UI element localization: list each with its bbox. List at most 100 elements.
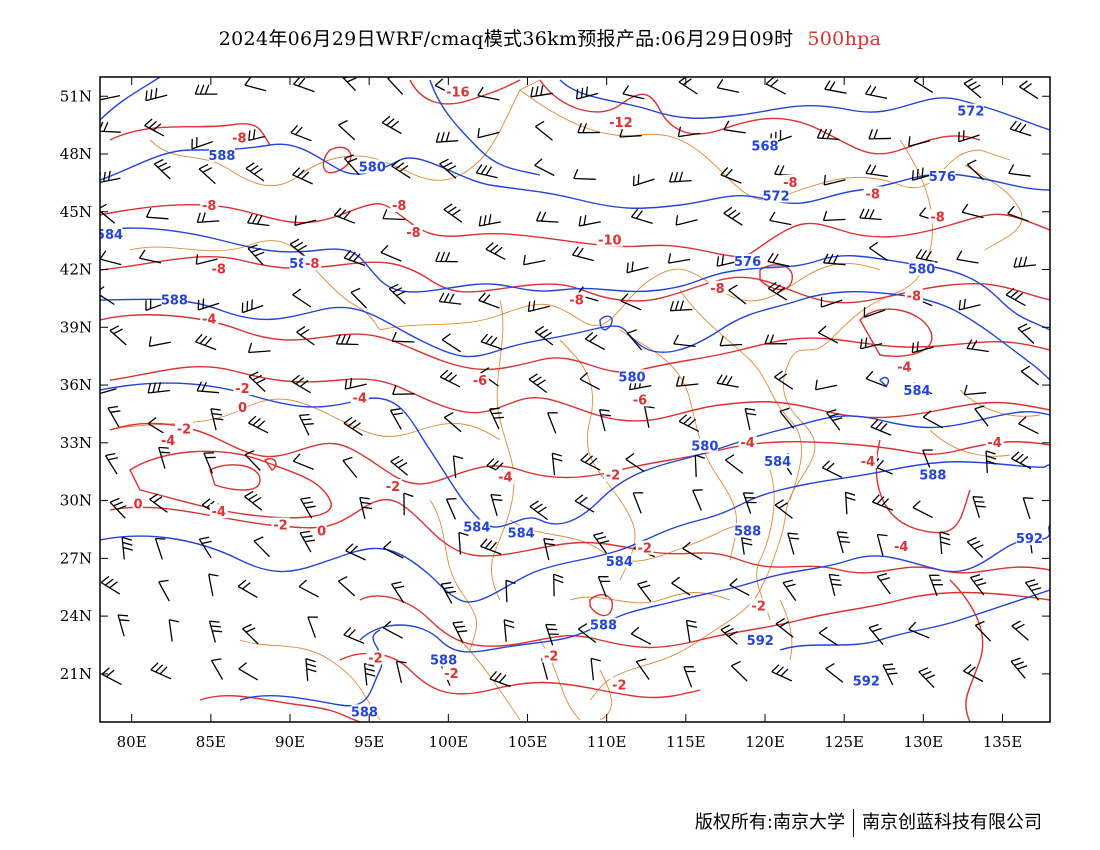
boundary-line — [509, 519, 761, 562]
wind-barb — [974, 405, 989, 427]
wind-barb — [767, 281, 788, 301]
map-frame — [99, 76, 1051, 723]
wind-barb — [145, 88, 168, 102]
wind-barb — [104, 452, 119, 475]
wind-barb — [208, 620, 223, 643]
wind-barb — [626, 329, 643, 351]
wind-barb — [911, 167, 934, 181]
wind-barb — [144, 118, 165, 137]
height-label-bg — [908, 261, 935, 276]
height-contour — [100, 291, 1050, 381]
wind-barb — [577, 623, 597, 644]
wind-barb — [675, 375, 699, 387]
wind-barb — [922, 410, 943, 429]
temperature-contour — [109, 365, 1050, 422]
wind-barb — [478, 214, 502, 227]
wind-barb — [292, 288, 312, 308]
wind-barb — [882, 663, 898, 686]
height-contour-label: 588 — [430, 653, 457, 668]
height-contour — [100, 382, 1050, 528]
wind-barb — [1013, 256, 1036, 268]
height-label-bg — [430, 652, 457, 667]
height-contour-label: 592 — [1016, 532, 1043, 547]
lon-tick-label: 125E — [824, 733, 864, 751]
lon-tick-label: 95E — [354, 733, 384, 751]
temperature-contour-label: -4 — [987, 436, 1001, 451]
wind-barb — [299, 530, 315, 553]
wind-barb — [958, 298, 981, 311]
axis-ticks — [100, 77, 1050, 722]
wind-barb — [742, 492, 757, 514]
wind-barb — [238, 662, 259, 681]
wind-barb — [682, 541, 703, 561]
wind-barb — [876, 533, 888, 556]
wind-barb — [440, 582, 457, 604]
wind-barb — [293, 77, 315, 93]
wind-barb — [1018, 416, 1039, 435]
wind-barb — [961, 203, 984, 219]
wind-barb — [963, 78, 982, 99]
temperature-contour-label: -4 — [861, 455, 875, 470]
height-label-bg — [957, 103, 984, 118]
height-contour-label: 588 — [351, 705, 378, 720]
temperature-contour-label: -2 — [606, 469, 620, 484]
wind-barb — [391, 581, 405, 603]
height-contour-label: 576 — [734, 255, 761, 270]
wind-barb — [146, 207, 169, 220]
height-contour-label: 576 — [929, 170, 956, 185]
wind-barb — [342, 456, 358, 479]
wind-barb — [863, 307, 886, 318]
wind-barb — [669, 300, 693, 312]
temperature-contour-label: 0 — [317, 524, 326, 539]
wind-barb — [859, 337, 883, 350]
temperature-contour-label: -8 — [930, 211, 944, 226]
wind-barb — [865, 85, 888, 100]
temperature-contour-label: -6 — [633, 393, 647, 408]
wind-barb — [580, 453, 601, 471]
temperature-label-bg — [159, 432, 178, 447]
map-background — [100, 77, 1050, 722]
lat-tick-label: 30N — [60, 492, 92, 510]
wind-barb — [100, 90, 121, 101]
wind-barb — [818, 626, 838, 646]
temperature-contour-label: -8 — [202, 199, 216, 214]
temperature-label-bg — [209, 504, 228, 519]
wind-barb — [823, 175, 846, 186]
wind-barb — [390, 455, 409, 476]
temperature-contour — [859, 308, 933, 357]
wind-barb — [149, 493, 168, 513]
height-contour-label: 580 — [618, 370, 645, 385]
wind-barb — [138, 249, 162, 264]
temperature-contour — [759, 264, 793, 291]
wind-barb — [363, 662, 376, 686]
wind-barb — [630, 626, 652, 645]
map-layers: 588 580 588 584 584 568 572 572 576 576 580 580 584 5… — [100, 77, 1050, 722]
wind-barb — [1009, 120, 1032, 137]
wind-barb — [868, 623, 884, 646]
wind-barb — [337, 576, 356, 597]
temperature-label-bg — [781, 174, 800, 189]
wind-barb — [769, 211, 792, 226]
wind-barb — [117, 614, 130, 637]
wind-barb — [1011, 620, 1029, 641]
wind-barb — [859, 208, 882, 221]
wind-barb — [253, 536, 270, 558]
temperature-label-bg — [303, 255, 322, 270]
wind-barb — [307, 616, 318, 638]
wind-barb — [168, 619, 180, 642]
temperature-label-bg — [596, 232, 623, 247]
wind-barb — [668, 171, 692, 183]
boundary-line — [129, 240, 381, 331]
wind-barb — [908, 621, 930, 639]
wind-barb — [1022, 497, 1034, 519]
wind-barb — [545, 623, 559, 646]
wind-barb — [814, 379, 838, 391]
temperature-label-bg — [708, 280, 727, 295]
lat-tick-label: 45N — [60, 203, 92, 221]
height-label-bg — [1016, 531, 1043, 546]
wind-barb — [622, 85, 645, 100]
wind-barb — [632, 492, 644, 514]
wind-barb — [208, 573, 219, 596]
temperature-label-bg — [350, 390, 369, 405]
wind-barb — [290, 124, 312, 142]
